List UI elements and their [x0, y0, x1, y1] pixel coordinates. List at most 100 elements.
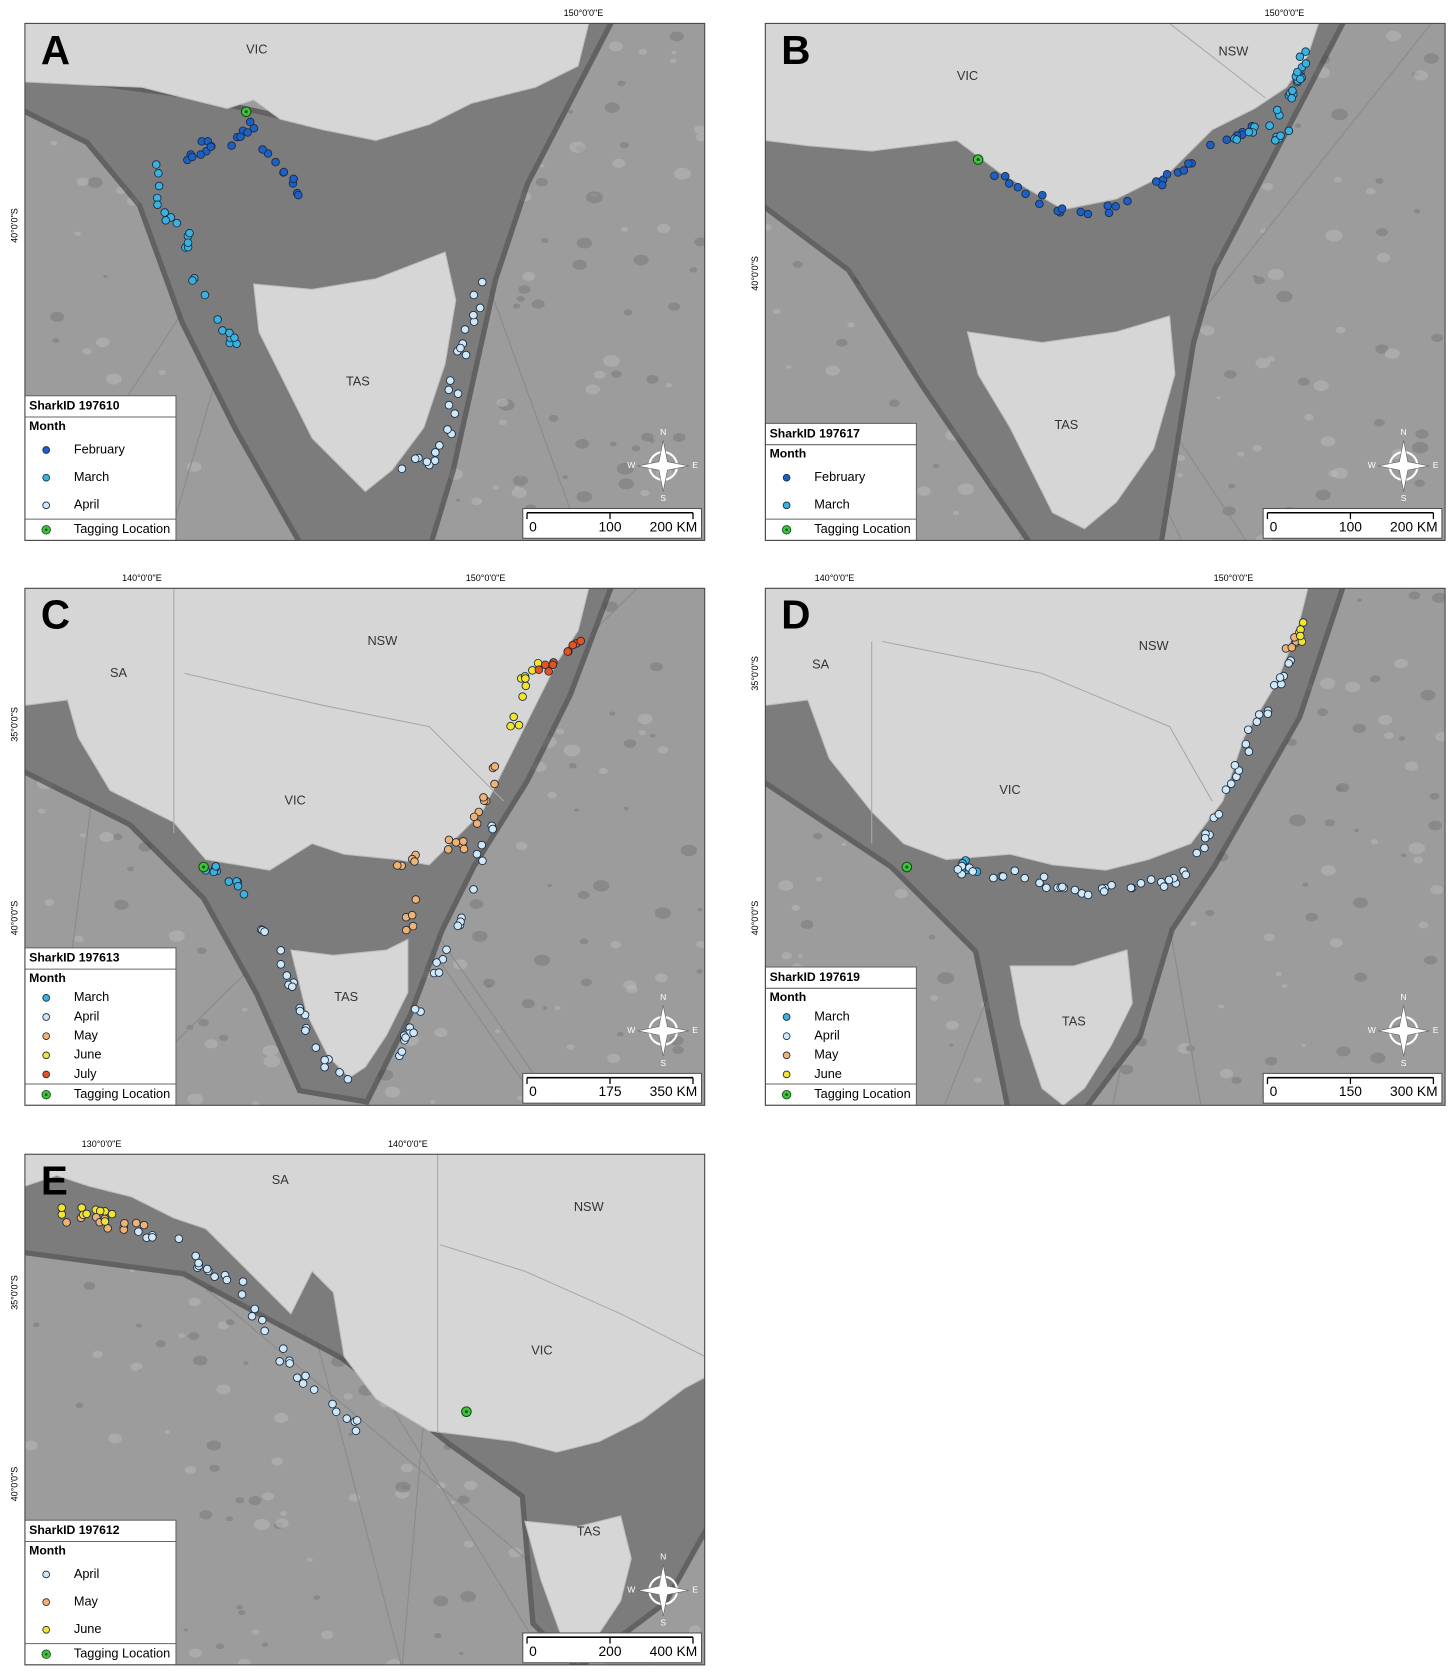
tagging-location-center	[245, 110, 248, 113]
relief	[1345, 682, 1360, 693]
relief	[624, 739, 636, 748]
relief	[249, 1496, 262, 1505]
relief	[516, 296, 524, 302]
relief	[933, 464, 939, 468]
compass-label: S	[660, 493, 666, 503]
legend-id: SharkID 197610	[29, 399, 120, 413]
relief	[108, 1434, 122, 1444]
tracking-point	[184, 239, 192, 247]
relief	[543, 1006, 548, 1009]
tracking-point	[535, 666, 543, 674]
tracking-point	[470, 886, 478, 894]
tracking-point	[58, 1204, 66, 1212]
tracking-point	[277, 960, 285, 968]
relief	[646, 375, 658, 384]
tracking-point	[238, 1291, 246, 1299]
tracking-point	[195, 1259, 203, 1267]
tracking-point	[223, 1276, 231, 1284]
legend-symbol-center	[45, 529, 48, 532]
tracking-point	[1276, 674, 1284, 682]
relief	[1231, 1077, 1241, 1084]
tracking-point	[201, 291, 209, 299]
relief	[801, 920, 814, 929]
relief	[1376, 228, 1388, 236]
tracking-point	[279, 1345, 287, 1353]
relief	[513, 475, 528, 486]
latitude-label: 35°0'0"S	[10, 707, 20, 742]
relief	[697, 908, 702, 911]
tracking-point	[402, 926, 410, 934]
tracking-point	[272, 158, 280, 166]
relief	[242, 1008, 247, 1012]
relief	[280, 1511, 287, 1516]
latitude-label: 40°0'0"S	[750, 901, 760, 936]
tracking-point	[225, 878, 233, 886]
tracking-point	[522, 682, 530, 690]
relief	[1357, 599, 1362, 602]
map-body: SANSWVICTASNESW0175350 KMSharkID 197613M…	[22, 584, 706, 1106]
map-body: VICNSWTASNESW0100200 KMSharkID 197617Mon…	[762, 20, 1445, 546]
relief	[617, 1032, 624, 1037]
tracking-point	[83, 1210, 91, 1218]
tracking-point	[433, 959, 441, 967]
tracking-point	[296, 1007, 304, 1015]
relief	[483, 979, 495, 987]
compass-label: N	[660, 992, 666, 1002]
relief	[1228, 484, 1235, 489]
panel-letter: E	[41, 1158, 68, 1204]
tracking-point	[250, 124, 258, 132]
relief	[236, 1605, 242, 1610]
relief	[1220, 1069, 1233, 1078]
legend-title: Month	[29, 971, 66, 985]
compass-label: N	[660, 427, 666, 437]
tracking-point	[1071, 886, 1079, 894]
tracking-point	[515, 721, 523, 729]
tracking-point	[1084, 891, 1092, 899]
relief	[1385, 348, 1400, 359]
tracking-point	[1231, 761, 1239, 769]
relief	[252, 1629, 259, 1634]
relief	[1353, 898, 1368, 908]
relief	[1370, 1053, 1385, 1064]
tracking-point	[231, 334, 239, 342]
tracking-point	[507, 722, 515, 730]
scale-label: 200 KM	[650, 518, 698, 534]
relief	[235, 1497, 244, 1503]
legend-title: Month	[770, 446, 807, 460]
relief	[216, 1384, 230, 1394]
tracking-point	[261, 1327, 269, 1335]
tracking-point	[522, 675, 530, 683]
compass-label: E	[692, 1025, 698, 1035]
relief	[460, 1591, 476, 1602]
tracking-point	[353, 1417, 361, 1425]
compass-label: S	[660, 1058, 666, 1068]
relief	[1216, 396, 1220, 399]
tracking-point	[478, 278, 486, 286]
relief	[188, 1332, 199, 1340]
legend-label: Tagging Location	[74, 521, 170, 536]
page: {"compass_labels": ["N", "E", "S", "W"],…	[0, 0, 1453, 1667]
relief	[189, 1649, 202, 1658]
relief	[928, 935, 935, 940]
tracking-point	[461, 326, 469, 334]
relief	[187, 1094, 203, 1105]
relief	[1354, 973, 1367, 982]
relief	[497, 399, 509, 407]
scale-label: 200 KM	[1390, 518, 1438, 534]
relief	[38, 809, 45, 814]
legend-symbol	[783, 1014, 790, 1021]
relief	[1237, 452, 1244, 457]
relief	[262, 1642, 269, 1647]
tracking-point	[445, 401, 453, 409]
tracking-point	[149, 1234, 157, 1242]
relief	[639, 730, 646, 735]
relief	[1414, 480, 1425, 487]
relief	[219, 1035, 228, 1041]
relief	[156, 1340, 166, 1347]
relief	[1316, 490, 1331, 501]
scale-label: 400 KM	[650, 1643, 698, 1659]
tracking-point	[462, 351, 470, 359]
tracking-point	[290, 175, 298, 183]
legend-label: April	[74, 497, 100, 512]
